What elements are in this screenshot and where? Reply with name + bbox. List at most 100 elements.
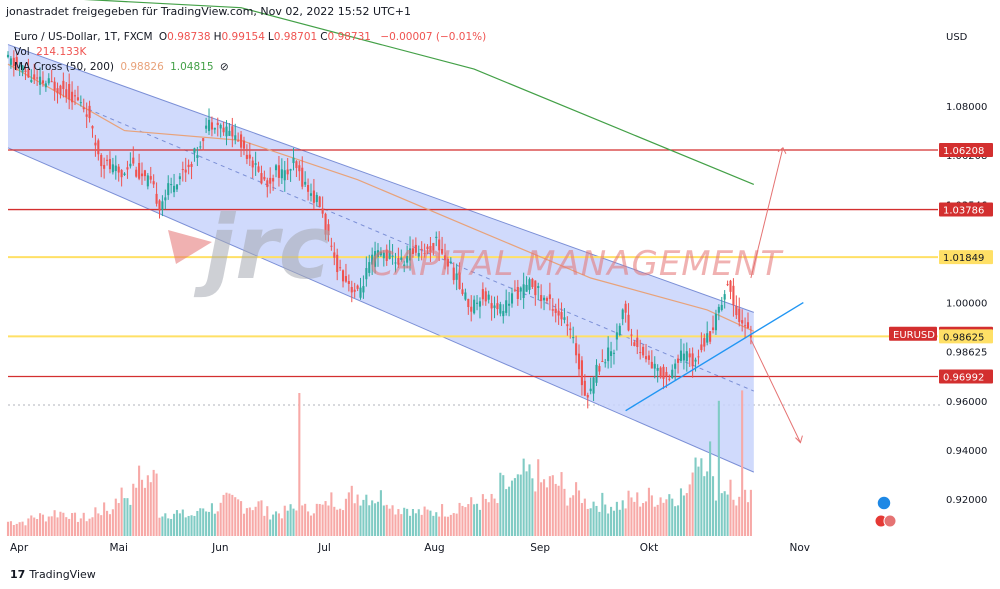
candle-body <box>15 57 18 65</box>
volume-legend[interactable]: Vol 214.133K <box>14 46 89 58</box>
candle-body <box>47 78 50 84</box>
tradingview-footer[interactable]: 17 TradingView <box>10 568 96 581</box>
candle-body <box>347 281 350 284</box>
volume-bar <box>414 513 417 536</box>
candle-body <box>449 261 452 263</box>
candle-body <box>569 328 572 331</box>
candle-body <box>184 169 187 173</box>
candle-body <box>350 286 353 293</box>
x-tick-label: Mai <box>109 542 127 554</box>
volume-bar <box>677 505 680 536</box>
projection-up-arrow[interactable] <box>750 147 784 279</box>
candle-body <box>280 169 283 179</box>
candle-body <box>426 246 429 250</box>
candle-body <box>190 164 193 167</box>
volume-bar <box>339 508 342 536</box>
volume-bar <box>653 506 656 536</box>
volume-bar <box>540 482 543 536</box>
volume-bar <box>639 506 642 536</box>
candle-body <box>735 306 738 316</box>
volume-bar <box>324 501 327 536</box>
candle-body <box>274 165 278 171</box>
volume-bar <box>36 519 39 536</box>
candle-body <box>304 181 307 185</box>
candle-body <box>374 251 377 267</box>
candle-body <box>455 273 458 280</box>
candle-body <box>493 305 496 308</box>
candle-body <box>397 258 400 265</box>
globe-icon[interactable] <box>876 495 892 511</box>
candle-body <box>379 251 382 256</box>
candle-body <box>62 80 65 90</box>
volume-bar <box>543 479 546 536</box>
volume-bar <box>277 513 280 536</box>
candle-body <box>193 148 196 153</box>
candle-body <box>79 102 82 104</box>
volume-bar <box>738 496 741 536</box>
price-tag-bg <box>939 143 993 158</box>
ma-legend[interactable]: MA Cross (50, 200) 0.98826 1.04815 ⊘ <box>14 61 232 73</box>
volume-bar <box>140 479 144 536</box>
volume-bar <box>347 492 350 536</box>
eye-off-icon[interactable]: ⊘ <box>219 61 229 73</box>
candle-body <box>738 308 741 322</box>
volume-bar <box>726 494 729 536</box>
candle-body <box>548 294 551 299</box>
volume-bar <box>505 489 508 536</box>
volume-bar <box>438 516 441 536</box>
ohlc-value: 0.98738 <box>167 31 211 43</box>
candle-body <box>665 371 668 377</box>
candle-body <box>420 248 423 250</box>
volume-bar <box>263 515 266 536</box>
candle-body <box>59 85 62 95</box>
volume-bar <box>382 505 385 536</box>
trendline[interactable] <box>625 301 804 412</box>
volume-bar <box>152 469 155 536</box>
candle-body <box>318 196 321 207</box>
candle-body <box>694 359 697 362</box>
candle-body <box>749 335 752 338</box>
candle-body <box>525 284 528 292</box>
symbol-legend[interactable]: Euro / US-Dollar, 1T, FXCM O0.98738 H0.99… <box>14 31 489 43</box>
volume-bar <box>251 510 254 536</box>
candle-body <box>234 135 237 140</box>
widgets <box>874 495 897 528</box>
candle-body <box>205 125 208 129</box>
candle-body <box>452 267 455 281</box>
candle-body <box>152 181 155 185</box>
candle-body <box>642 346 645 356</box>
candle-body <box>746 322 750 329</box>
candle-body <box>545 298 549 301</box>
volume-bar <box>612 510 616 536</box>
volume-bar <box>720 493 723 536</box>
candle-body <box>155 193 158 204</box>
volume-bar <box>665 499 668 536</box>
projection-down-arrow[interactable] <box>750 339 801 443</box>
candle-body <box>604 362 607 364</box>
x-tick-label: Sep <box>530 542 550 554</box>
volume-label: Vol <box>14 46 30 58</box>
arrowhead-down <box>795 435 803 444</box>
candle-body <box>225 126 228 137</box>
channel-mid <box>80 105 755 392</box>
flag-icon-2[interactable] <box>883 514 897 528</box>
watermark: jrc CAPITAL MANAGEMENT <box>168 196 783 299</box>
candle-body <box>97 140 100 155</box>
candle-body <box>554 308 557 313</box>
candle-body <box>257 166 260 172</box>
volume-bar <box>120 487 123 536</box>
volume-bar <box>508 486 511 536</box>
volume-bar <box>295 510 298 536</box>
candle-body <box>537 286 540 288</box>
volume-bar <box>586 508 589 536</box>
candle-body <box>577 353 581 370</box>
candle-body <box>269 177 272 184</box>
candle-body <box>647 355 650 360</box>
candle-body <box>289 169 292 171</box>
candle-body <box>382 252 385 259</box>
volume-bar <box>330 492 333 536</box>
volume-bar <box>193 515 196 536</box>
candle-body <box>653 363 656 369</box>
candle-body <box>388 250 391 259</box>
